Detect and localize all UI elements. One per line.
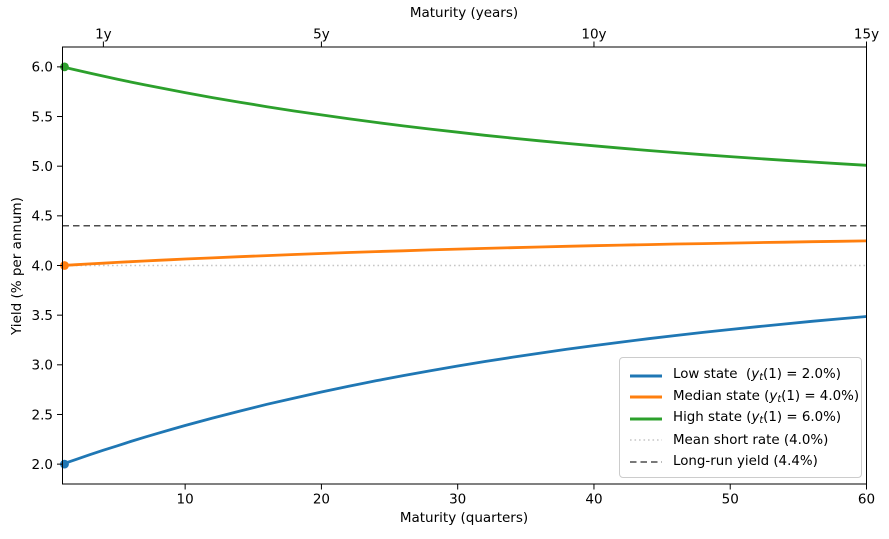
y-tick-label: 5.5 — [32, 109, 53, 125]
x-tick-label: 60 — [858, 492, 875, 508]
legend-line-sample — [630, 374, 662, 378]
y-axis-label: Yield (% per annum) — [9, 197, 25, 335]
y-tick-label: 3.5 — [32, 308, 53, 324]
x-tick-label: 50 — [722, 492, 739, 508]
x-tick-label: 40 — [585, 492, 602, 508]
legend-label: Long-run yield (4.4%) — [673, 454, 818, 470]
legend-label: Low state (yt(1) = 2.0%) — [673, 367, 841, 384]
x-axis-label: Maturity (quarters) — [399, 510, 529, 526]
top-tick-label: 15y — [854, 27, 879, 43]
y-tick-label: 4.5 — [32, 209, 53, 225]
legend-label: Mean short rate (4.0%) — [673, 432, 829, 448]
y-tick-label: 3.0 — [32, 358, 53, 374]
y-tick-label: 4.0 — [32, 258, 53, 274]
legend-box: Low state (yt(1) = 2.0%) Median state (yt… — [619, 357, 862, 478]
x-tick-label: 30 — [449, 492, 466, 508]
legend-item: Mean short rate (4.0%) — [629, 430, 855, 452]
series-line-low-state — [62, 315, 867, 466]
y-tick-label: 6.0 — [32, 60, 53, 76]
x-tick-label: 10 — [177, 492, 194, 508]
legend-label: Median state (yt(1) = 4.0%) — [673, 388, 860, 405]
legend-item: Low state (yt(1) = 2.0%) — [629, 365, 855, 387]
series-line-median-state — [62, 239, 867, 267]
x-tick-label: 20 — [313, 492, 330, 508]
legend-line-sample — [630, 439, 662, 442]
legend-line-sample — [630, 417, 662, 421]
y-tick-label: 2.0 — [32, 457, 53, 473]
top-tick-label: 5y — [313, 27, 330, 43]
legend-item: Median state (yt(1) = 4.0%) — [629, 387, 859, 409]
legend-line-sample — [630, 395, 662, 399]
legend-label: High state (yt(1) = 6.0%) — [673, 410, 842, 427]
y-tick-label: 5.0 — [32, 159, 53, 175]
top-axis-title: Maturity (years) — [409, 5, 519, 21]
legend-line-sample — [630, 461, 662, 463]
top-tick-label: 10y — [581, 27, 606, 43]
y-tick-label: 2.5 — [32, 407, 53, 423]
legend-item: Long-run yield (4.4%) — [629, 451, 855, 473]
top-tick-label: 1y — [95, 27, 112, 43]
series-line-high-state — [62, 65, 867, 167]
legend-item: High state (yt(1) = 6.0%) — [629, 408, 855, 430]
